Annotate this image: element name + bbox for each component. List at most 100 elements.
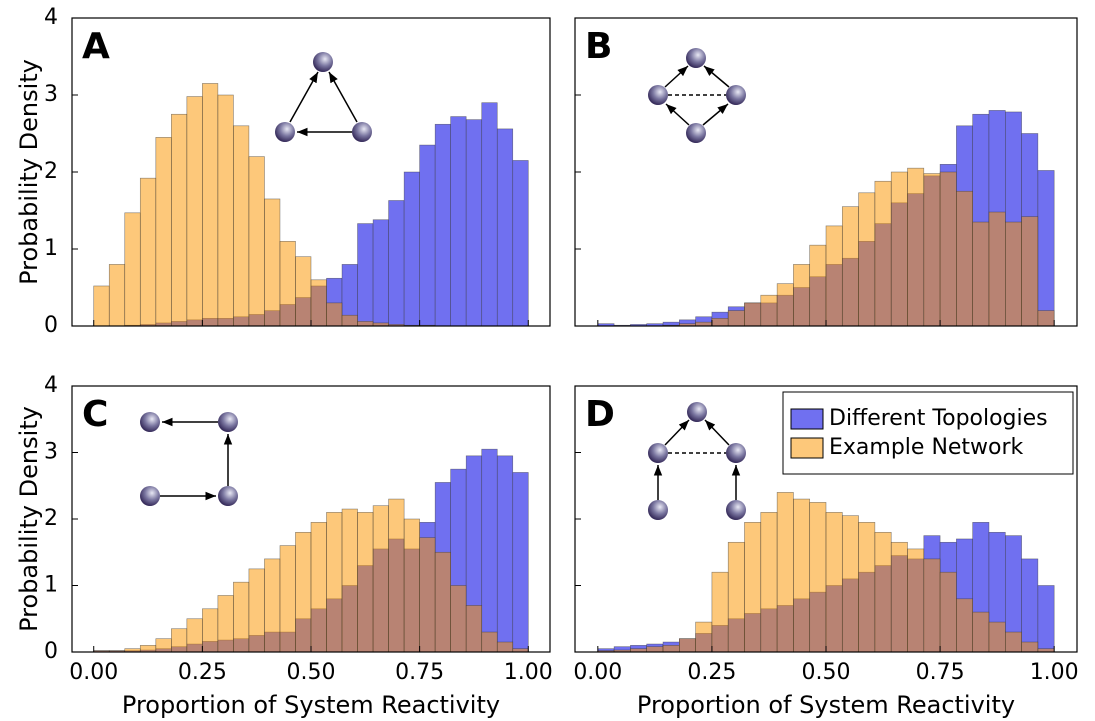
histogram-bar (988, 621, 1006, 653)
histogram-bar (874, 531, 892, 653)
histogram-bar (295, 531, 312, 653)
histogram-bar (434, 123, 451, 327)
histogram-bar (939, 571, 957, 653)
panel-label: D (585, 394, 615, 435)
histogram-bar (124, 212, 141, 327)
histogram-bar (217, 595, 234, 653)
histogram-bar (155, 638, 172, 653)
y-tick-label: 1 (44, 236, 58, 261)
histogram-bar (310, 279, 327, 327)
histogram-bar (956, 190, 973, 327)
histogram-bar (760, 512, 778, 653)
histogram-bar (202, 608, 219, 653)
histogram-bar (202, 83, 219, 327)
panel: 0.00 0.25 0.50 0.75 1.00 D Proportion of Syste… (573, 385, 1079, 719)
histogram-bar (93, 285, 110, 327)
histogram-bar (744, 522, 762, 653)
histogram-bar (776, 492, 794, 653)
histogram-bar (809, 502, 827, 653)
x-tick-label: 1.00 (1030, 660, 1079, 685)
histogram-bar (481, 631, 498, 653)
histogram-bar (450, 116, 467, 327)
histogram-bar (841, 206, 859, 327)
x-tick-label: 0.25 (178, 660, 227, 685)
x-axis-label: Proportion of System Reactivity (122, 691, 500, 719)
histogram-bar (1037, 585, 1055, 653)
histogram-bar (357, 321, 374, 327)
panel-label: A (82, 26, 110, 67)
y-tick-label: 2 (44, 506, 58, 531)
histogram-bar (923, 173, 941, 327)
histogram-bar (972, 611, 990, 653)
histogram-bar (727, 541, 745, 653)
histogram-bar (496, 128, 514, 327)
y-tick-label: 2 (44, 159, 58, 184)
histogram-bar (279, 545, 296, 653)
y-tick-label: 0 (44, 639, 58, 664)
y-tick-label: 1 (44, 573, 58, 598)
histogram-bar (793, 498, 811, 653)
histogram-bar (403, 171, 420, 327)
histogram-bar (1021, 558, 1039, 653)
histogram-bar (310, 522, 327, 653)
histogram-bar (1005, 631, 1022, 653)
x-tick-label: 0.00 (69, 660, 118, 685)
y-tick-label: 3 (44, 82, 58, 107)
y-tick-label: 3 (44, 440, 58, 465)
histogram-bar (217, 94, 234, 327)
histogram-bar (972, 221, 990, 327)
histogram-bar (372, 219, 389, 327)
x-tick-label: 0.75 (395, 660, 444, 685)
histogram-bar (388, 498, 405, 653)
histogram-bar (793, 264, 811, 327)
histogram-bar (776, 283, 794, 327)
histogram-bar (248, 156, 265, 327)
network-inset-c (140, 412, 238, 506)
y-axis-label: Probability Density (15, 406, 43, 632)
histogram-bar (825, 225, 843, 327)
histogram-bar (233, 581, 250, 653)
histogram-bar (450, 585, 467, 653)
network-inset-d (648, 402, 746, 520)
histogram-bar (956, 598, 973, 653)
histogram-bar (171, 113, 188, 327)
histogram-bar (419, 144, 436, 327)
histogram-bar (711, 317, 729, 327)
histogram-bar (512, 160, 529, 327)
y-tick-label: 4 (44, 373, 58, 398)
histogram-bar (923, 558, 941, 653)
histogram-bar (388, 200, 405, 327)
histogram-bar (171, 628, 188, 653)
histogram-bar (341, 508, 358, 653)
x-axis-label: Proportion of System Reactivity (637, 691, 1015, 719)
network-inset-a (275, 52, 372, 142)
legend-label: Example Network (829, 435, 1024, 460)
histogram-bar (403, 518, 420, 653)
histogram-bar (295, 256, 312, 327)
histogram-bar (907, 167, 925, 327)
histogram-bar (939, 171, 957, 327)
histogram-bar (825, 512, 843, 653)
histogram-bar (496, 641, 514, 653)
histogram-bar (481, 448, 498, 653)
histogram-bar (465, 605, 483, 653)
histogram-bar (419, 537, 436, 653)
histogram-bar (481, 102, 498, 327)
y-tick-label: 4 (44, 5, 58, 30)
histogram-bar (744, 302, 762, 327)
histogram-bar (357, 512, 374, 653)
histogram-bar (1037, 170, 1055, 327)
x-tick-label: 0.50 (287, 660, 336, 685)
histogram-bar (155, 137, 172, 327)
histogram-bar (108, 264, 126, 327)
histogram-bar (357, 223, 374, 327)
histogram-bar (186, 618, 203, 653)
histogram-bar (326, 512, 343, 653)
histogram-bar (186, 96, 203, 327)
histogram-bar (1021, 216, 1039, 327)
panel: B (574, 17, 1078, 327)
x-tick-label: 0.00 (573, 660, 622, 685)
y-axis-label: Probability Density (15, 59, 43, 285)
network-inset-b (648, 48, 746, 143)
